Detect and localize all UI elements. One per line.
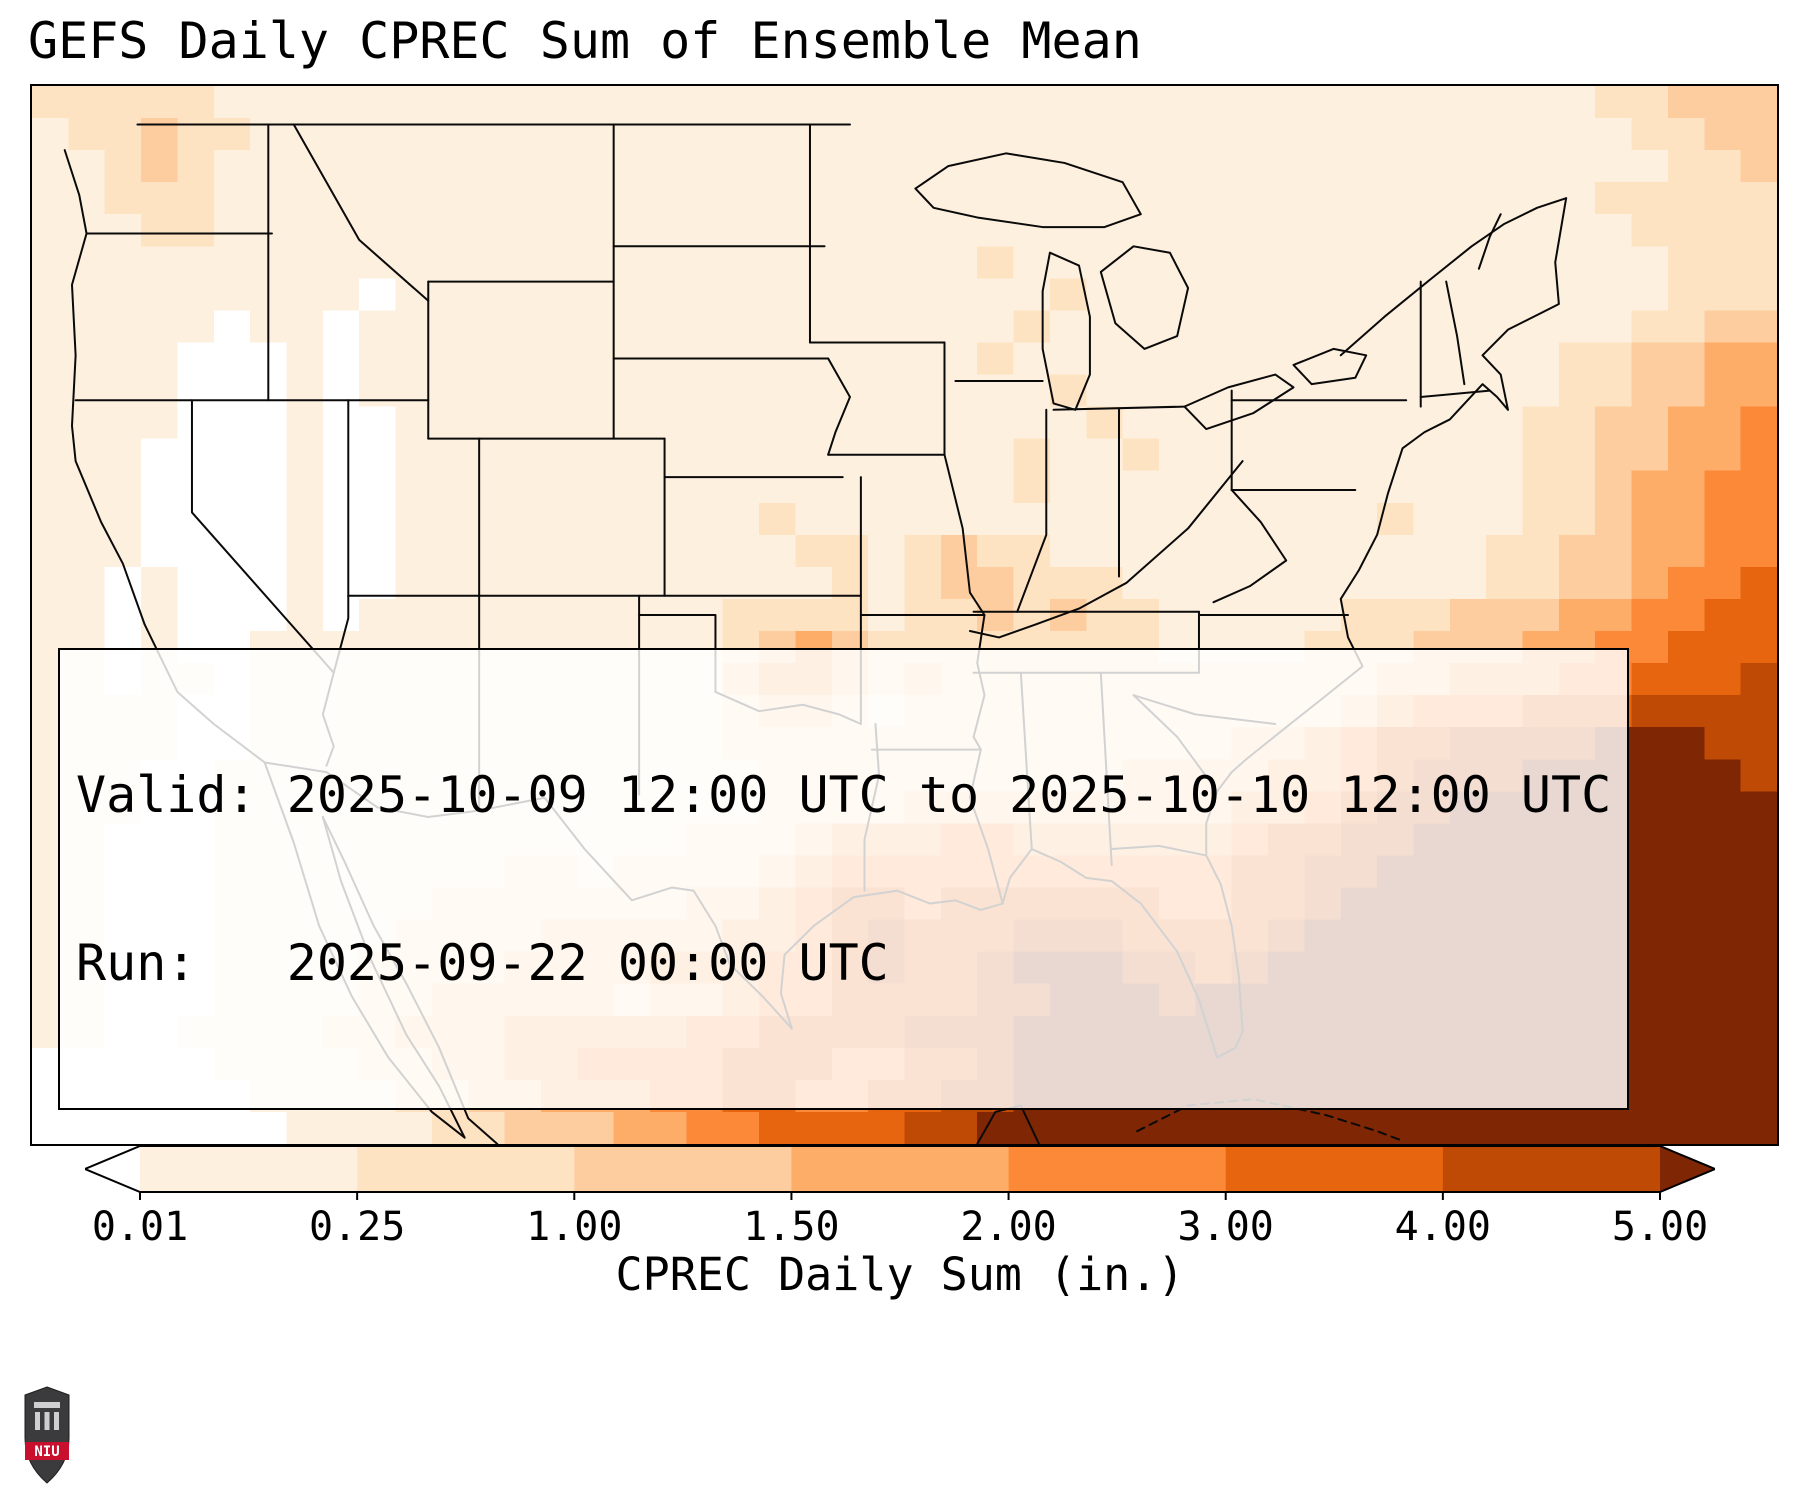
run-time-text: Run: 2025-09-22 00:00 UTC [76, 934, 889, 992]
niu-logo-text: NIU [34, 1444, 59, 1460]
niu-castle-column [35, 1412, 40, 1430]
valid-run-infobox: Valid: 2025-10-09 12:00 UTC to 2025-10-1… [58, 648, 1630, 1110]
colorbar-tick-label: 0.25 [308, 1204, 406, 1250]
figure-title: GEFS Daily CPREC Sum of Ensemble Mean [28, 12, 1142, 70]
niu-shield [24, 1386, 70, 1484]
colorbar-tick-label: 2.00 [960, 1204, 1057, 1250]
colorbar-tick-label: 1.00 [526, 1204, 623, 1250]
colorbar [85, 1146, 1715, 1200]
colorbar-tick-label: 1.50 [743, 1204, 840, 1250]
colorbar-tick-label: 0.01 [91, 1204, 189, 1250]
colorbar-tick-label: 5.00 [1611, 1204, 1709, 1250]
map-panel: Valid: 2025-10-09 12:00 UTC to 2025-10-1… [30, 84, 1779, 1146]
colorbar-tick-label: 4.00 [1394, 1204, 1492, 1250]
colorbar-tick-labels: 0.01 0.25 1.00 1.50 2.00 3.00 4.00 5.00 [85, 1204, 1715, 1250]
niu-red-band [25, 1442, 69, 1460]
colorbar-axis-label: CPREC Daily Sum (in.) [615, 1248, 1185, 1301]
niu-logo: NIU [24, 1386, 70, 1484]
valid-time-text: Valid: 2025-10-09 12:00 UTC to 2025-10-1… [76, 766, 1612, 824]
niu-castle-top [34, 1402, 60, 1408]
colorbar-tick-label: 3.00 [1177, 1204, 1274, 1250]
niu-castle-column [54, 1412, 59, 1430]
niu-castle-column [44, 1412, 50, 1430]
